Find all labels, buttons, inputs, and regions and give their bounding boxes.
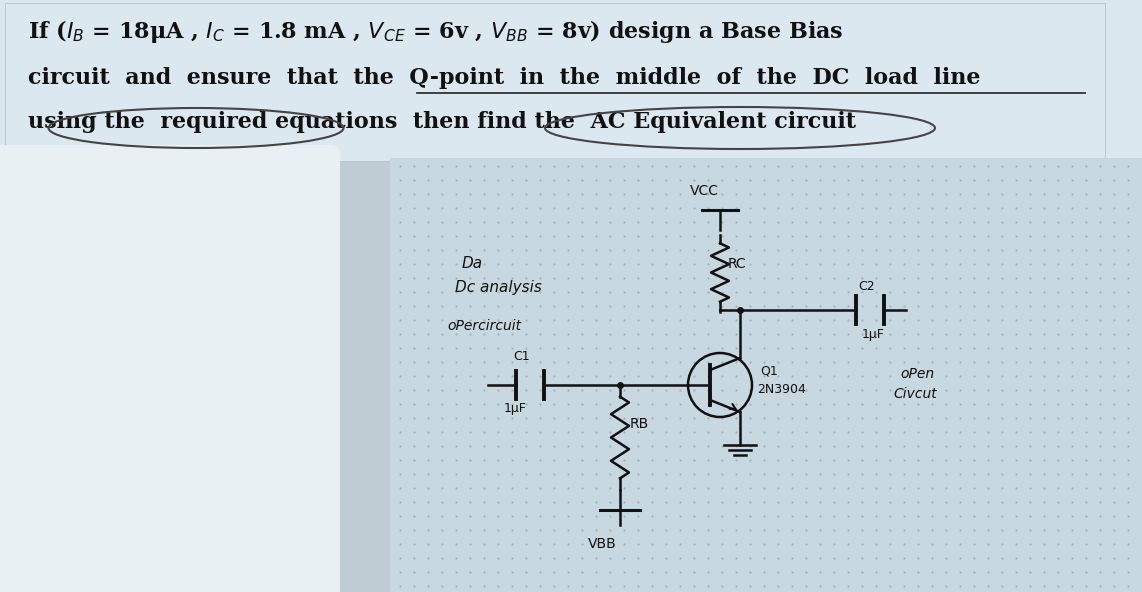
Text: 1μF: 1μF [862, 328, 885, 341]
Text: Da: Da [463, 256, 483, 271]
FancyBboxPatch shape [0, 0, 1142, 160]
Text: 1μF: 1μF [504, 402, 526, 415]
Text: Civcut: Civcut [893, 387, 936, 401]
Text: RC: RC [727, 257, 747, 271]
Text: oPercircuit: oPercircuit [447, 319, 521, 333]
Text: 2N3904: 2N3904 [757, 383, 806, 396]
Text: circuit  and  ensure  that  the  Q-point  in  the  middle  of  the  DC  load  li: circuit and ensure that the Q-point in t… [29, 67, 981, 89]
Text: If ($I_B$ = 18μA , $I_C$ = 1.8 mA , $V_{CE}$ = 6v , $V_{BB}$ = 8v) design a Base: If ($I_B$ = 18μA , $I_C$ = 1.8 mA , $V_{… [29, 18, 844, 45]
FancyBboxPatch shape [391, 158, 1142, 592]
Text: using the  required equations  then find the  AC Equivalent circuit: using the required equations then find t… [29, 111, 856, 133]
Text: C2: C2 [858, 280, 875, 293]
Text: Q1: Q1 [759, 365, 778, 378]
Text: VBB: VBB [588, 537, 617, 551]
Text: Dc analysis: Dc analysis [455, 280, 541, 295]
FancyBboxPatch shape [5, 3, 1105, 161]
FancyBboxPatch shape [0, 145, 340, 592]
Text: C1: C1 [513, 350, 530, 363]
Text: VCC: VCC [690, 184, 718, 198]
Text: oPen: oPen [900, 367, 934, 381]
Text: RB: RB [630, 417, 650, 431]
